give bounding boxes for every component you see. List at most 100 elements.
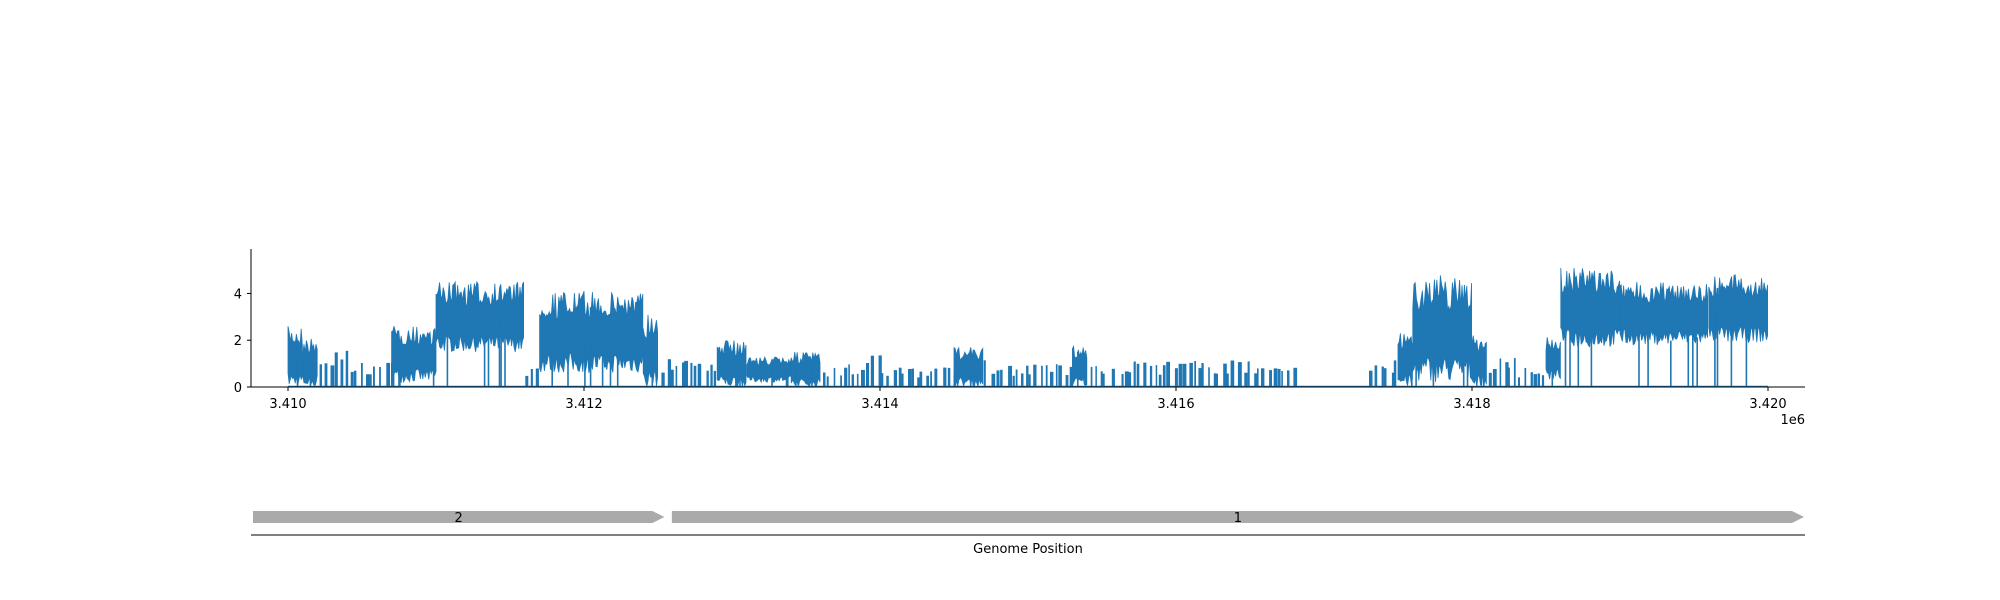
coverage-region-16 — [880, 367, 956, 387]
coverage-region-20 — [1072, 344, 1088, 387]
coverage-spike — [1277, 369, 1281, 387]
coverage-spike — [1244, 372, 1248, 387]
coverage-region-18 — [983, 360, 1000, 387]
coverage-spike — [1174, 368, 1178, 387]
coverage-region-19 — [1000, 364, 1073, 387]
coverage-spike — [1000, 369, 1003, 387]
coverage-spike — [319, 364, 322, 387]
coverage-spike — [1155, 365, 1158, 387]
coverage-spike — [1374, 365, 1378, 387]
coverage-region-27 — [1412, 275, 1472, 387]
coverage-spike — [1261, 368, 1265, 387]
coverage-spike — [1226, 373, 1229, 387]
coverage-spike — [324, 363, 328, 387]
coverage-region-32 — [1560, 267, 1620, 387]
coverage-spike — [1127, 372, 1132, 387]
coverage-region-0 — [287, 326, 303, 387]
x-tick-label: 3.416 — [1157, 397, 1194, 412]
coverage-spike — [886, 375, 889, 387]
coverage-spike — [996, 370, 1000, 387]
coverage-spike — [833, 368, 836, 387]
coverage-band — [391, 326, 437, 384]
x-tick-label: 3.410 — [269, 397, 306, 412]
coverage-spike — [1273, 368, 1278, 387]
coverage-band — [1545, 337, 1561, 380]
x-tick-5: 3.420 — [1749, 387, 1787, 412]
coverage-spike — [1269, 370, 1272, 387]
coverage-spike — [848, 364, 850, 387]
coverage-spike — [1391, 372, 1396, 387]
y-tick-1: 2 — [234, 334, 251, 349]
coverage-spike — [361, 363, 363, 387]
coverage-spike — [1015, 369, 1018, 387]
coverage-spike — [1112, 371, 1114, 387]
coverage-spike — [345, 350, 349, 387]
coverage-spike — [1026, 365, 1029, 387]
coverage-spike — [1369, 370, 1373, 387]
y-tick-label: 4 — [234, 287, 242, 302]
coverage-spike — [1281, 371, 1283, 387]
coverage-spike — [1213, 373, 1217, 387]
coverage-spike — [366, 374, 369, 387]
coverage-spike — [535, 368, 539, 387]
coverage-spike — [1201, 363, 1204, 387]
coverage-spike — [1136, 363, 1140, 387]
coverage-spike — [1121, 374, 1124, 387]
coverage-panel: 3.410 3.412 3.414 3.416 3.418 3.420 0 2 4 1e6 — [234, 249, 1805, 428]
coverage-spike — [1124, 371, 1129, 387]
coverage-region-9 — [661, 359, 702, 387]
coverage-spike — [1506, 367, 1510, 387]
coverage-spike — [1230, 360, 1235, 387]
x-tick-label: 3.414 — [861, 397, 898, 412]
coverage-spike — [983, 360, 986, 387]
coverage-spike — [878, 355, 882, 387]
coverage-region-3 — [350, 362, 395, 387]
coverage-spike — [1069, 366, 1073, 387]
coverage-spike — [682, 362, 686, 387]
coverage-region-22 — [1121, 361, 1178, 387]
coverage-spike — [330, 365, 335, 387]
coverage-spike — [386, 362, 390, 387]
x-tick-2: 3.414 — [861, 387, 899, 412]
coverage-region-14 — [823, 364, 865, 387]
coverage-band — [1412, 275, 1472, 383]
coverage-spike — [693, 365, 697, 387]
coverage-spike — [1381, 366, 1384, 387]
coverage-spike — [1499, 358, 1502, 387]
coverage-spike — [1257, 368, 1259, 387]
coverage-spike — [697, 363, 702, 387]
coverage-spike — [1537, 373, 1540, 387]
x-tick-1: 3.412 — [565, 387, 603, 412]
coverage-spike — [1041, 365, 1043, 387]
coverage-spike — [930, 371, 932, 387]
coverage-spike — [1247, 361, 1250, 387]
coverage-spike — [379, 367, 381, 387]
coverage-spike — [1033, 364, 1037, 387]
coverage-spike — [530, 369, 533, 387]
coverage-spike — [675, 366, 678, 387]
coverage-spike — [661, 372, 665, 387]
coverage-spike — [1216, 373, 1218, 387]
coverage-spike — [1021, 373, 1024, 387]
coverage-region-25 — [1369, 360, 1397, 387]
coverage-spike — [353, 370, 357, 387]
coverage-spike — [1383, 368, 1387, 387]
coverage-spike — [667, 359, 671, 387]
gene-feature-2: 2 — [253, 511, 665, 526]
coverage-spike — [943, 367, 947, 387]
coverage-spike — [840, 375, 842, 387]
gene-arrow — [671, 511, 1804, 523]
x-tick-label: 3.420 — [1749, 397, 1786, 412]
coverage-spike — [690, 362, 693, 387]
coverage-spike — [991, 373, 996, 387]
coverage-region-4 — [391, 326, 437, 387]
gene-label: 1 — [1234, 511, 1242, 526]
coverage-region-5 — [435, 280, 524, 387]
coverage-spike — [1189, 362, 1193, 387]
coverage-band — [1072, 344, 1088, 387]
coverage-region-13 — [790, 351, 821, 389]
coverage-region-1 — [302, 338, 318, 388]
coverage-spike — [934, 368, 938, 387]
